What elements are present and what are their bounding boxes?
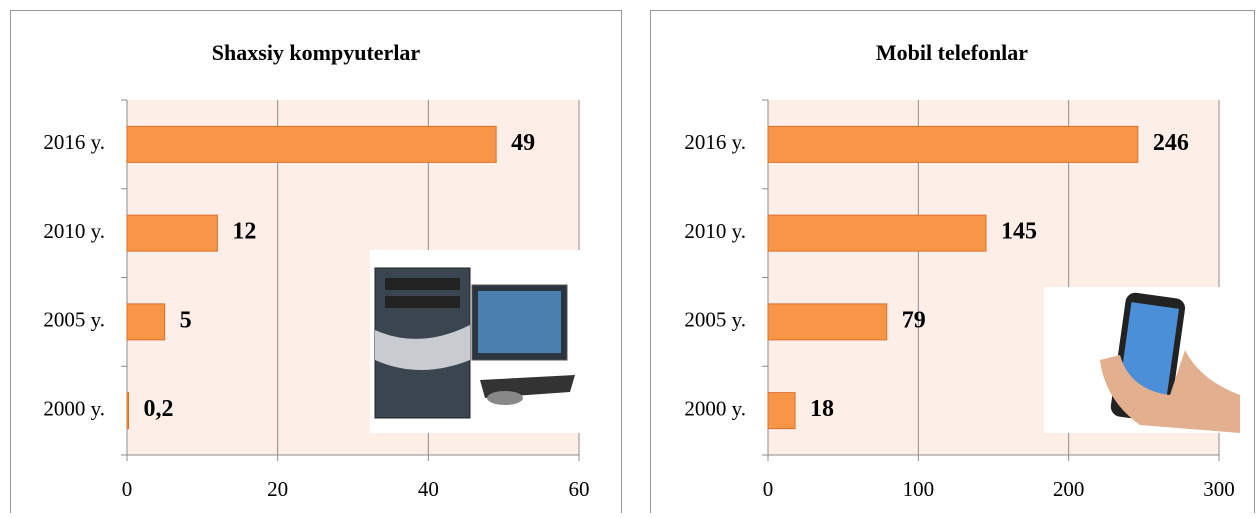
x-tick-label: 200	[1053, 477, 1085, 501]
data-label: 0,2	[144, 396, 174, 422]
data-label: 145	[1001, 219, 1037, 245]
data-label: 246	[1153, 130, 1189, 156]
data-label: 18	[810, 396, 834, 422]
data-label: 49	[511, 130, 535, 156]
y-tick-label: 2005 y.	[43, 308, 105, 332]
y-tick-label: 2016 y.	[43, 130, 105, 154]
data-label: 5	[180, 307, 192, 333]
y-tick-label: 2005 y.	[684, 308, 746, 332]
data-label: 12	[232, 219, 256, 245]
bar	[767, 303, 888, 341]
chart-title: Shaxsiy kompyuterlar	[212, 40, 421, 65]
x-tick-label: 60	[569, 477, 590, 501]
panel-border	[650, 10, 1255, 518]
x-tick-label: 300	[1203, 477, 1235, 501]
bar	[767, 214, 987, 252]
chart-title: Mobil telefonlar	[876, 40, 1028, 65]
x-tick-label: 40	[418, 477, 439, 501]
y-tick-label: 2016 y.	[684, 130, 746, 154]
panel-border	[10, 10, 622, 518]
bar	[767, 125, 1139, 163]
bar	[767, 392, 796, 430]
y-tick-label: 2010 y.	[684, 219, 746, 243]
y-tick-label: 2010 y.	[43, 219, 105, 243]
y-tick-label: 2000 y.	[43, 396, 105, 420]
bar	[126, 125, 497, 163]
phone-picture	[1044, 287, 1245, 433]
x-tick-label: 100	[903, 477, 935, 501]
x-tick-label: 0	[763, 477, 774, 501]
data-label: 79	[902, 307, 926, 333]
y-tick-label: 2000 y.	[684, 396, 746, 420]
bar	[126, 392, 130, 430]
bar	[126, 214, 218, 252]
bar	[126, 303, 166, 341]
computer-picture	[370, 250, 581, 433]
x-tick-label: 20	[267, 477, 288, 501]
x-tick-label: 0	[122, 477, 133, 501]
